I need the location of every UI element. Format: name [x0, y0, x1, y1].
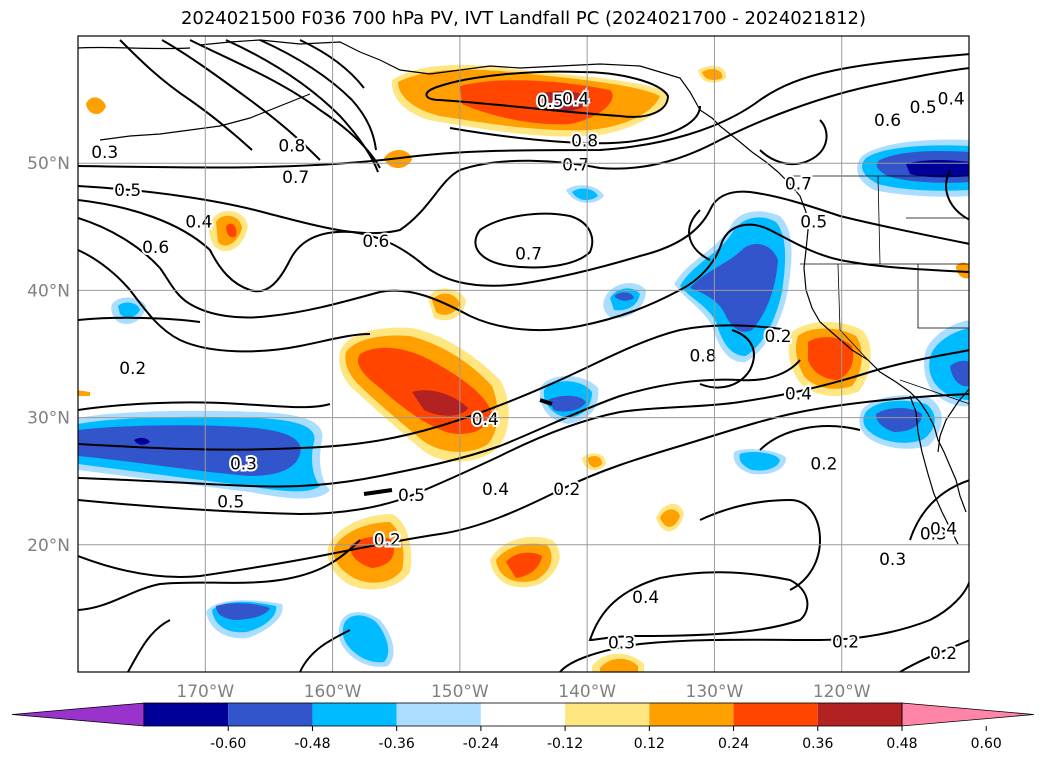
contour-label: 0.5: [217, 493, 244, 513]
map-panel: 0.30.40.50.60.50.40.80.80.70.30.7 0.70.50…: [78, 36, 1000, 672]
contour-label: 0.4: [938, 89, 965, 109]
colorbar-extend-low: [11, 702, 145, 727]
contour-label: 0.2: [810, 454, 837, 474]
colorbar-tick-label: -0.24: [463, 736, 499, 752]
contour-label: 0.7: [515, 245, 542, 265]
lon-tick-label: 170°W: [176, 682, 234, 702]
colorbar-segment: [228, 703, 313, 726]
contour-label: 0.6: [362, 232, 389, 252]
map-frame: [77, 35, 970, 673]
graticule: [78, 36, 969, 672]
colorbar-segment: [565, 703, 650, 726]
contour-label: 0.3: [879, 550, 906, 570]
contour-label: 0.4: [632, 588, 659, 608]
contour-label: 0.3: [230, 454, 257, 474]
contour-label: 0.2: [930, 644, 957, 664]
contour-label: 0.3: [608, 634, 635, 654]
contour-label: 0.2: [553, 480, 580, 500]
lon-tick-label: 140°W: [558, 682, 616, 702]
contour-label: 0.3: [973, 79, 1000, 99]
contour-label: 0.5: [114, 181, 141, 201]
contour-label: 0.4: [185, 213, 212, 233]
contour-label: 0.4: [930, 519, 957, 539]
contour-label: 0.7: [282, 168, 309, 188]
map-title: 2024021500 F036 700 hPa PV, IVT Landfall…: [180, 8, 867, 29]
contour-label: 0.2: [374, 531, 401, 551]
contour-label: 0.7: [785, 175, 812, 195]
contour-label: 0.3: [920, 524, 947, 544]
contour-label: 0.4: [785, 384, 812, 404]
contour-lines: [78, 39, 969, 672]
contour-label: 0.6: [874, 111, 901, 131]
colorbar-segment: [480, 703, 566, 726]
lon-tick-label: 130°W: [686, 682, 744, 702]
colorbar-segment: [649, 703, 734, 726]
contour-label: 0.5: [800, 213, 827, 233]
colorbar-tick-label: 0.48: [886, 736, 917, 752]
contour-label: 0.3: [91, 143, 118, 163]
colorbar-segment: [817, 703, 902, 726]
contour-label: 0.5: [537, 92, 564, 112]
latitude-labels: 50°N 40°N 30°N 20°N: [27, 154, 70, 556]
colorbar-tick-label: 0.12: [634, 736, 665, 752]
contour-label: 0.2: [832, 632, 859, 652]
colorbar-tick-label: 0.36: [802, 736, 833, 752]
lon-tick-label: 120°W: [813, 682, 871, 702]
colorbar-segment: [733, 703, 818, 726]
lon-tick-label: 160°W: [304, 682, 362, 702]
colorbar-tick-label: -0.12: [547, 736, 583, 752]
colorbar-tick-label: -0.48: [294, 736, 330, 752]
contour-label: 0.5: [398, 486, 425, 506]
contour-labels: 0.30.40.50.60.50.40.80.80.70.30.7 0.70.50…: [89, 79, 1000, 666]
colorbar-extend-high: [901, 702, 1035, 727]
colorbar-tick-label: 0.60: [971, 736, 1002, 752]
contour-label: 0.7: [562, 155, 589, 175]
contour-label: 0.6: [142, 238, 169, 258]
contour-label: 0.4: [482, 480, 509, 500]
colorbar-segment: [312, 703, 397, 726]
contour-label: 0.2: [119, 359, 146, 379]
lat-tick-label: 50°N: [27, 154, 70, 174]
contour-label: 0.4: [472, 410, 499, 430]
lat-tick-label: 20°N: [27, 536, 70, 556]
state-borders: [792, 175, 969, 405]
lat-tick-label: 40°N: [27, 281, 70, 301]
colorbar-tick-label: -0.60: [210, 736, 246, 752]
colorbar-tick-label: -0.36: [379, 736, 415, 752]
lon-tick-label: 150°W: [431, 682, 489, 702]
colorbar: -0.60 -0.48 -0.36 -0.24 -0.12 0.12 0.24 0.36 0.4…: [11, 702, 1035, 752]
contour-label: 0.8: [689, 346, 716, 366]
colorbar-segment: [396, 703, 481, 726]
colorbar-tick-label: 0.24: [718, 736, 749, 752]
colorbar-segment: [144, 703, 229, 726]
colorbar-frame: [143, 702, 903, 727]
contour-label: 0.2: [765, 327, 792, 347]
lat-tick-label: 30°N: [27, 409, 70, 429]
contour-label: 0.5: [910, 98, 937, 118]
contour-label: 0.8: [571, 131, 598, 151]
contour-label: 0.4: [562, 89, 589, 109]
contour-label: 0.8: [278, 136, 305, 156]
longitude-labels: 170°W 160°W 150°W 140°W 130°W 120°W: [176, 682, 870, 702]
